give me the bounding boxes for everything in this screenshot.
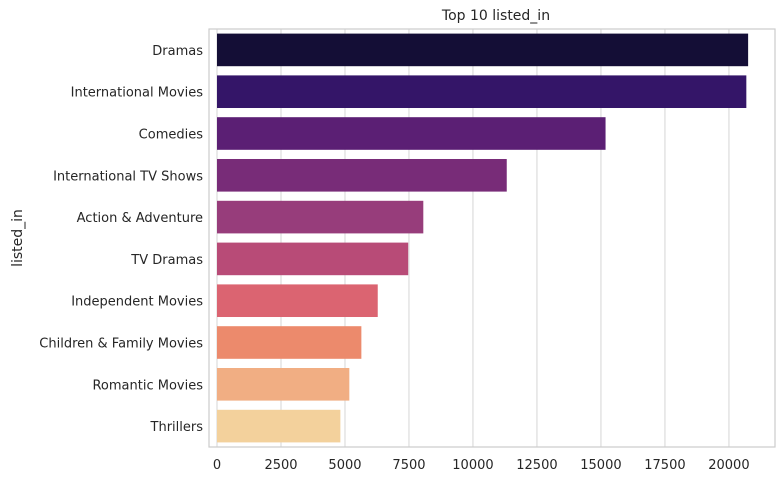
x-tick-label: 20000 <box>708 458 749 473</box>
x-tick-labels: 0 2500 5000 7500 10000 12500 15000 17500 20000 <box>213 458 750 473</box>
bar <box>217 117 606 150</box>
y-tick-labels: Dramas International Movies Comedies Intern… <box>39 44 203 435</box>
bars <box>217 33 749 443</box>
x-tick-label: 0 <box>213 458 221 473</box>
y-tick-label: Comedies <box>139 128 204 143</box>
y-tick-label: Romantic Movies <box>92 378 203 393</box>
x-tick-label: 10000 <box>452 458 493 473</box>
x-tick-label: 2500 <box>264 458 297 473</box>
plot-frame <box>208 28 776 448</box>
y-tick-label: Independent Movies <box>71 295 203 310</box>
y-tick-label: Thrillers <box>150 420 204 435</box>
bar <box>217 367 350 401</box>
chart-title: Top 10 listed_in <box>441 8 550 24</box>
bar <box>217 200 424 234</box>
y-tick-label: Action & Adventure <box>77 211 203 226</box>
y-tick-label: Dramas <box>152 44 203 59</box>
x-tick-label: 17500 <box>644 458 685 473</box>
bar <box>217 75 747 109</box>
bar <box>217 284 378 318</box>
y-tick-label: International TV Shows <box>53 169 203 184</box>
y-tick-label: TV Dramas <box>130 253 203 268</box>
x-tick-label: 5000 <box>328 458 361 473</box>
y-axis-label: listed_in <box>10 209 26 267</box>
bar <box>217 326 362 359</box>
x-tick-label: 12500 <box>516 458 557 473</box>
x-tick-label: 7500 <box>392 458 425 473</box>
bar <box>217 242 409 276</box>
bar <box>217 33 749 67</box>
bar <box>217 158 507 192</box>
x-tick-label: 15000 <box>580 458 621 473</box>
bar <box>217 409 341 443</box>
y-tick-label: International Movies <box>71 86 204 101</box>
y-tick-label: Children & Family Movies <box>39 337 203 352</box>
